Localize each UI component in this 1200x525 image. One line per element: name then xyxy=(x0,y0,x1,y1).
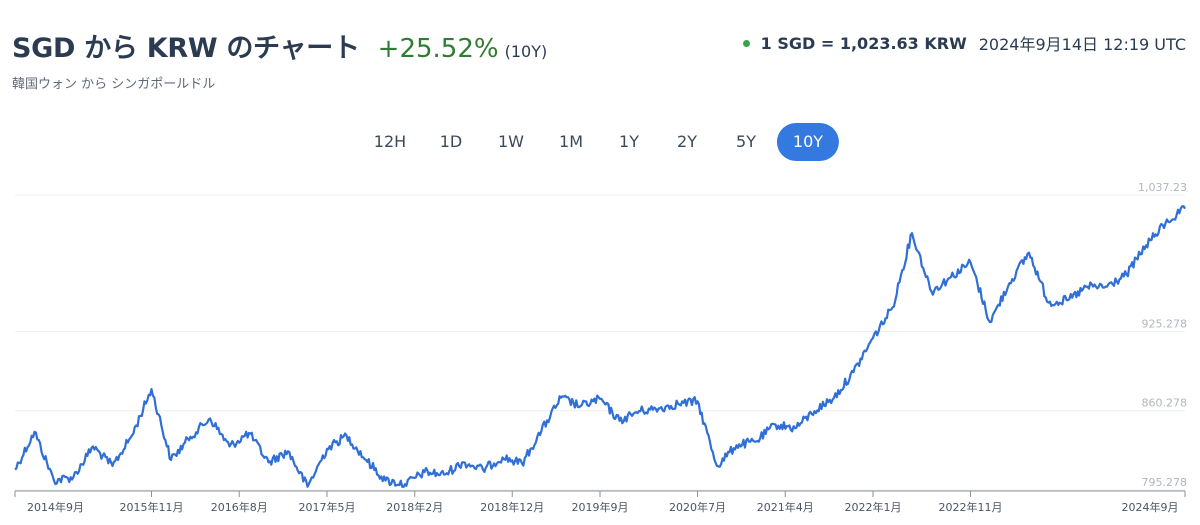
rate-line xyxy=(14,205,1186,488)
tab-5y[interactable]: 5Y xyxy=(736,132,756,151)
x-axis: 2014年9月 2015年11月 2016年8月 2017年5月 2018年2月 2018… xyxy=(14,491,1186,514)
tab-1d[interactable]: 1D xyxy=(439,132,463,151)
x-tick-label: 2014年9月 xyxy=(27,500,84,514)
rate-display: 1 SGD = 1,023.63 KRW 2024年9月14日 12:19 UT… xyxy=(742,31,1186,55)
chart-grid xyxy=(15,194,1185,491)
x-tick-label: 2020年7月 xyxy=(669,500,726,514)
y-tick-label: 860.278 xyxy=(1142,397,1188,410)
y-axis-labels: 795.278 860.278 925.278 1,037.23 xyxy=(1138,181,1187,489)
x-tick-label: 2021年4月 xyxy=(757,500,814,514)
tab-1y[interactable]: 1Y xyxy=(619,132,639,151)
x-tick-label: 2017年5月 xyxy=(299,500,356,514)
y-tick-label: 925.278 xyxy=(1142,317,1188,330)
y-tick-label: 1,037.23 xyxy=(1138,181,1187,194)
x-tick-label: 2016年8月 xyxy=(211,500,268,514)
tab-12h[interactable]: 12H xyxy=(373,132,407,151)
page-title: SGD から KRW のチャート xyxy=(12,33,360,64)
rate-timestamp: 2024年9月14日 12:19 UTC xyxy=(978,35,1186,54)
y-tick-label: 795.278 xyxy=(1142,476,1188,489)
header: SGD から KRW のチャート +25.52% (10Y) xyxy=(12,26,547,65)
x-tick-label: 2022年11月 xyxy=(939,500,1003,514)
x-tick-label: 2019年9月 xyxy=(572,500,629,514)
x-tick-label: 2015年11月 xyxy=(120,500,184,514)
x-tick-label: 2018年2月 xyxy=(386,500,443,514)
change-percent: +25.52% xyxy=(377,34,499,64)
x-tick-label: 2018年12月 xyxy=(480,500,544,514)
tab-10y[interactable]: 10Y xyxy=(776,123,840,161)
tab-1w[interactable]: 1W xyxy=(498,132,524,151)
change-period: (10Y) xyxy=(504,42,548,61)
period-tabs: 12H 1D 1W 1M 1Y 2Y 5Y 10Y xyxy=(0,123,1200,161)
page-subtitle: 韓国ウォン から シンガポールドル xyxy=(12,77,216,92)
tab-2y[interactable]: 2Y xyxy=(677,132,697,151)
x-tick-label: 2022年1月 xyxy=(845,500,902,514)
rate-value: 1 SGD = 1,023.63 KRW xyxy=(760,33,967,53)
x-tick-label: 2024年9月 xyxy=(1122,500,1179,514)
live-status-dot xyxy=(742,39,750,47)
tab-1m[interactable]: 1M xyxy=(559,132,583,151)
